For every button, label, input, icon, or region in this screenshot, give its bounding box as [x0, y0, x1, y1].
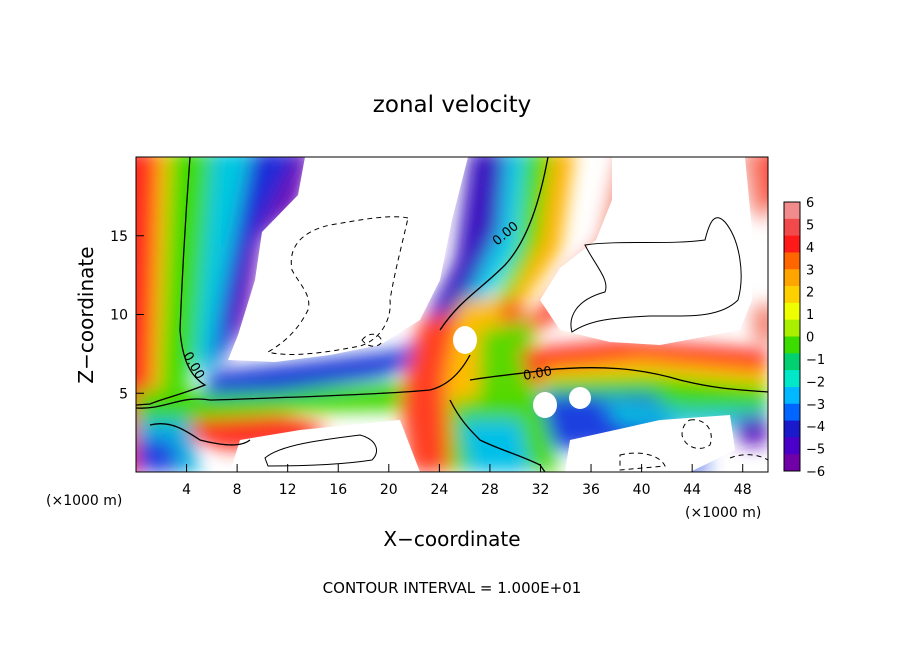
colorbar-tick-label: −6: [806, 465, 825, 480]
colorbar-swatch: [784, 218, 800, 237]
x-tick-label: 28: [481, 482, 499, 498]
dashed-contour-bottom-right-2: [619, 452, 666, 471]
colorbar-swatch: [784, 202, 800, 220]
contour-interval-note: CONTOUR INTERVAL = 1.000E+01: [323, 579, 582, 597]
colorbar-swatch: [784, 370, 800, 388]
colorbar-tick-label: 1: [806, 308, 814, 323]
colorbar-swatch: [784, 454, 800, 472]
colorbar-tick-label: −3: [806, 398, 825, 413]
contour-zero-left: [136, 157, 207, 406]
colorbar-swatch: [784, 403, 800, 422]
x-tick-label: 32: [532, 482, 550, 498]
y-axis-ticks: 5 10 15: [110, 229, 144, 402]
dashed-contour-bottom-right-3: [729, 454, 768, 461]
field-yellow-left: [150, 157, 172, 420]
colorbar-swatch: [784, 386, 800, 405]
dashed-contour-bottom-right: [681, 419, 712, 449]
colorbar-swatch: [784, 437, 800, 455]
field-green-left: [160, 157, 215, 410]
x-tick-label: 8: [233, 482, 242, 498]
white-region-upper-left: [228, 157, 468, 362]
field-purple-center: [425, 157, 505, 330]
x-tick-label: 12: [279, 482, 297, 498]
colorbar-swatch: [784, 319, 800, 337]
field-bottom-left-blue: [136, 440, 180, 472]
colorbar-swatch: [784, 353, 800, 371]
white-regions: [228, 157, 752, 472]
colorbar-tick-label: −1: [806, 353, 825, 368]
x-unit-right: (×1000 m): [685, 505, 761, 521]
white-pocket-1: [453, 326, 477, 354]
dashed-contour-upper-left: [266, 216, 409, 355]
colorbar-tick-label: 3: [806, 263, 814, 278]
field-blue-low: [205, 330, 440, 395]
y-tick-label: 15: [110, 229, 128, 245]
x-tick-label: 48: [734, 482, 752, 498]
contour-right-loop: [570, 217, 742, 333]
colorbar-tick-label: −4: [806, 420, 825, 435]
contour-lower-right-loop: [449, 399, 546, 472]
contour-zero-low: [136, 354, 471, 409]
white-region-upper-right: [540, 157, 752, 345]
chart-title: zonal velocity: [373, 92, 531, 118]
colorbar-tick-label: −5: [806, 443, 825, 458]
colorbar-swatch: [784, 252, 800, 270]
colorbar-tick-label: −2: [806, 375, 825, 390]
colorbar-swatch: [784, 302, 800, 321]
velocity-field: 0.00 0.00 0.00: [136, 157, 768, 472]
white-pocket-2: [533, 392, 557, 418]
x-tick-label: 36: [582, 482, 600, 498]
contour-zero-right: [469, 367, 768, 393]
y-tick-label: 5: [119, 386, 128, 402]
colorbar-swatch: [784, 286, 800, 304]
x-axis-ticks: 4 8 12 16 20 24 28 32 36 40 44 48: [182, 464, 752, 498]
contour-lower-left-wiggle: [149, 423, 251, 446]
x-tick-label: 40: [633, 482, 651, 498]
x-tick-label: 20: [380, 482, 398, 498]
x-unit-left: (×1000 m): [46, 493, 122, 509]
field-salmon-right-mid: [752, 305, 768, 343]
colorbar-tick-label: 6: [806, 196, 814, 211]
contour-zero-center: [439, 157, 549, 331]
colorbar-swatch: [784, 336, 800, 354]
white-pocket-3: [569, 387, 591, 409]
x-tick-label: 24: [430, 482, 448, 498]
contour-bottom-left-loop: [264, 434, 377, 467]
colorbar-tick-label: 2: [806, 286, 814, 301]
colorbar-tick-label: 4: [806, 241, 814, 256]
colorbar-swatch: [784, 235, 800, 253]
colorbar-swatch: [784, 269, 800, 287]
field-purple-bottom-right: [735, 415, 768, 445]
x-tick-label: 44: [683, 482, 701, 498]
x-tick-label: 16: [329, 482, 347, 498]
contour-label-right: 0.00: [522, 364, 553, 384]
colorbar-frame: [783, 201, 801, 472]
y-tick-label: 10: [110, 308, 128, 324]
colorbar-tick-label: 0: [806, 331, 814, 346]
white-region-bottom-right: [565, 415, 735, 472]
x-tick-label: 4: [182, 482, 191, 498]
y-axis-label: Z−coordinate: [74, 246, 98, 383]
field-cyan-left: [195, 157, 255, 380]
field-cyan-center: [438, 157, 525, 345]
field-salmon-top-right: [741, 157, 768, 224]
field-green-center: [455, 157, 552, 340]
colorbar-tick-label: 5: [806, 218, 814, 233]
x-axis-label: X−coordinate: [383, 527, 520, 551]
colorbar: 6 5 4 3 2 1 0 −1 −2 −3 −4 −5 −6: [783, 196, 825, 480]
field-yellow-center: [480, 157, 574, 340]
colorbar-swatch: [784, 420, 800, 438]
